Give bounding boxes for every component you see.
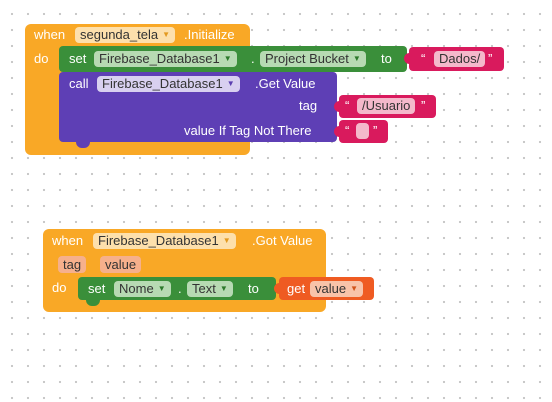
dropdown-arrow-icon: ▼ — [162, 30, 170, 39]
getter-block-value[interactable]: get value ▼ — [274, 277, 374, 300]
component-name: Firebase_Database1 — [99, 51, 220, 66]
block-notch — [86, 300, 100, 306]
output-connector — [334, 126, 340, 137]
dropdown-arrow-icon: ▼ — [219, 284, 228, 293]
set-keyword: set — [88, 281, 106, 296]
component-dropdown-firebase[interactable]: Firebase_Database1 ▼ — [97, 76, 240, 92]
to-keyword: to — [248, 281, 259, 296]
event-param-value[interactable]: value — [100, 256, 142, 273]
variable-dropdown-value[interactable]: value ▼ — [310, 281, 363, 297]
component-name: Firebase_Database1 — [98, 233, 219, 248]
text-value-field[interactable]: Dados/ — [434, 51, 486, 67]
close-quote: ” — [421, 98, 426, 113]
component-dropdown-firebase[interactable]: Firebase_Database1 ▼ — [94, 51, 237, 67]
dropdown-arrow-icon: ▼ — [226, 79, 235, 88]
method-name-get-value: .Get Value — [255, 76, 316, 91]
when-keyword: when — [52, 233, 84, 248]
event-name-got-value: .Got Value — [252, 233, 313, 248]
component-dropdown-nome[interactable]: Nome ▼ — [114, 281, 171, 297]
property-name: Project Bucket — [265, 51, 349, 66]
output-connector — [334, 101, 340, 112]
setter-block-project-bucket[interactable]: set Firebase_Database1 ▼ . Project Bucket… — [59, 46, 407, 78]
property-dropdown-text[interactable]: Text ▼ — [187, 281, 233, 297]
open-quote: “ — [345, 98, 350, 113]
component-name: Firebase_Database1 — [102, 76, 223, 91]
get-keyword: get — [287, 281, 306, 296]
to-keyword: to — [381, 51, 392, 66]
dot-separator: . — [178, 281, 182, 296]
text-value-field[interactable] — [356, 123, 369, 139]
arg-label-value-if-tag-not-there: value If Tag Not There — [184, 123, 312, 138]
do-keyword: do — [34, 51, 49, 66]
close-quote: ” — [488, 51, 493, 66]
text-value-field[interactable]: /Usuario — [357, 98, 416, 114]
text-block-usuario[interactable]: “ /Usuario ” — [334, 95, 436, 118]
dropdown-arrow-icon: ▼ — [223, 54, 232, 63]
dropdown-arrow-icon: ▼ — [350, 284, 358, 293]
variable-name: value — [315, 281, 347, 296]
call-keyword: call — [69, 76, 89, 91]
set-keyword: set — [69, 51, 87, 66]
event-param-tag[interactable]: tag — [58, 256, 87, 273]
component-name: Nome — [119, 281, 154, 296]
dropdown-arrow-icon: ▼ — [352, 54, 361, 63]
output-connector — [404, 53, 410, 64]
dropdown-arrow-icon: ▼ — [157, 284, 166, 293]
component-name: segunda_tela — [80, 27, 159, 42]
when-keyword: when — [34, 27, 66, 42]
block-notch — [76, 142, 90, 148]
setter-block-nome-text[interactable]: set Nome ▼ . Text ▼ to — [78, 277, 276, 306]
close-quote: ” — [373, 123, 378, 138]
dropdown-arrow-icon: ▼ — [222, 236, 231, 245]
text-block-dados[interactable]: “ Dados/ ” — [404, 47, 504, 71]
dot-separator: . — [251, 51, 255, 66]
property-name: Text — [192, 281, 216, 296]
output-connector — [274, 283, 280, 294]
open-quote: “ — [421, 51, 426, 66]
event-name-initialize: .Initialize — [184, 27, 235, 42]
component-dropdown-segunda-tela[interactable]: segunda_tela ▼ — [75, 27, 175, 43]
text-block-empty[interactable]: “ ” — [334, 120, 388, 143]
open-quote: “ — [345, 123, 350, 138]
component-dropdown-firebase[interactable]: Firebase_Database1 ▼ — [93, 233, 236, 249]
arg-label-tag: tag — [299, 98, 318, 113]
property-dropdown-project-bucket[interactable]: Project Bucket ▼ — [260, 51, 366, 67]
call-block-get-value[interactable]: call Firebase_Database1 ▼ .Get Value tag … — [59, 72, 337, 148]
do-keyword: do — [52, 280, 67, 295]
